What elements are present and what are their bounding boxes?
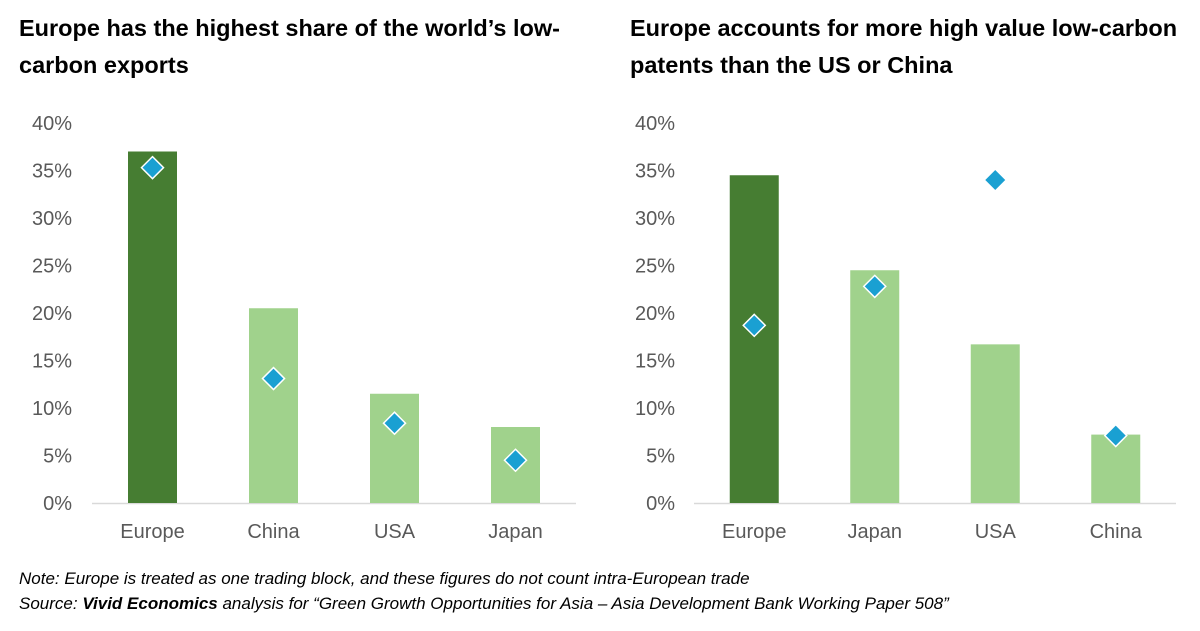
- y-tick-label: 10%: [635, 398, 675, 420]
- bar-china: [249, 308, 298, 503]
- x-tick-label: Japan: [488, 521, 543, 543]
- source-text: Source: Vivid Economics analysis for “Gr…: [19, 591, 949, 616]
- note-text: Note: Europe is treated as one trading b…: [19, 569, 750, 588]
- chart-plot: 0% 5% 10% 15% 20% 25% 30% 35% 40% Europe China USA J…: [32, 113, 576, 543]
- y-tick-label: 0%: [646, 493, 675, 515]
- y-tick-label: 35%: [32, 161, 72, 183]
- x-tick-label: Europe: [120, 521, 185, 543]
- y-tick-label: 0%: [43, 493, 72, 515]
- x-tick-label: Europe: [722, 521, 787, 543]
- low-carbon-patents-chart: Europe accounts for more high value low-…: [600, 0, 1200, 560]
- y-tick-label: 35%: [635, 161, 675, 183]
- low-carbon-exports-chart: Europe has the highest share of the worl…: [0, 0, 600, 560]
- bar-usa: [970, 344, 1020, 503]
- chart-title: Europe accounts for more high value low-…: [630, 15, 1178, 78]
- marker-europe: [140, 155, 165, 180]
- bar-europe: [729, 175, 779, 503]
- marker-europe: [742, 313, 767, 338]
- y-tick-label: 25%: [635, 256, 675, 278]
- chart-title: Europe has the highest share of the worl…: [19, 15, 561, 78]
- y-tick-label: 5%: [646, 446, 675, 468]
- marker-japan: [862, 274, 887, 299]
- y-tick-label: 40%: [635, 113, 675, 135]
- x-tick-label: Japan: [848, 521, 903, 543]
- bar-japan: [850, 270, 900, 503]
- x-tick-label: China: [1090, 521, 1143, 543]
- bar-europe: [128, 151, 177, 503]
- bar-usa: [370, 393, 419, 503]
- y-tick-label: 20%: [32, 303, 72, 325]
- marker-japan: [503, 448, 528, 473]
- source-org: Vivid Economics: [82, 594, 218, 613]
- y-tick-label: 20%: [635, 303, 675, 325]
- y-tick-label: 25%: [32, 256, 72, 278]
- y-tick-label: 30%: [32, 208, 72, 230]
- y-tick-label: 40%: [32, 113, 72, 135]
- y-tick-label: 5%: [43, 446, 72, 468]
- chart-notes: Note: Europe is treated as one trading b…: [19, 566, 949, 616]
- x-tick-label: USA: [975, 521, 1017, 543]
- y-tick-label: 10%: [32, 398, 72, 420]
- marker-usa: [983, 167, 1008, 193]
- x-tick-label: USA: [374, 521, 416, 543]
- y-tick-label: 30%: [635, 208, 675, 230]
- x-tick-label: China: [247, 521, 300, 543]
- chart-plot: 0% 5% 10% 15% 20% 25% 30% 35% 40% Europe Japan USA C…: [635, 113, 1176, 543]
- marker-usa: [382, 411, 407, 436]
- marker-china: [261, 366, 286, 391]
- source-prefix: Source:: [19, 594, 83, 613]
- y-tick-label: 15%: [635, 351, 675, 373]
- source-rest: analysis for “Green Growth Opportunities…: [217, 594, 949, 613]
- marker-china: [1103, 423, 1128, 448]
- y-tick-label: 15%: [32, 351, 72, 373]
